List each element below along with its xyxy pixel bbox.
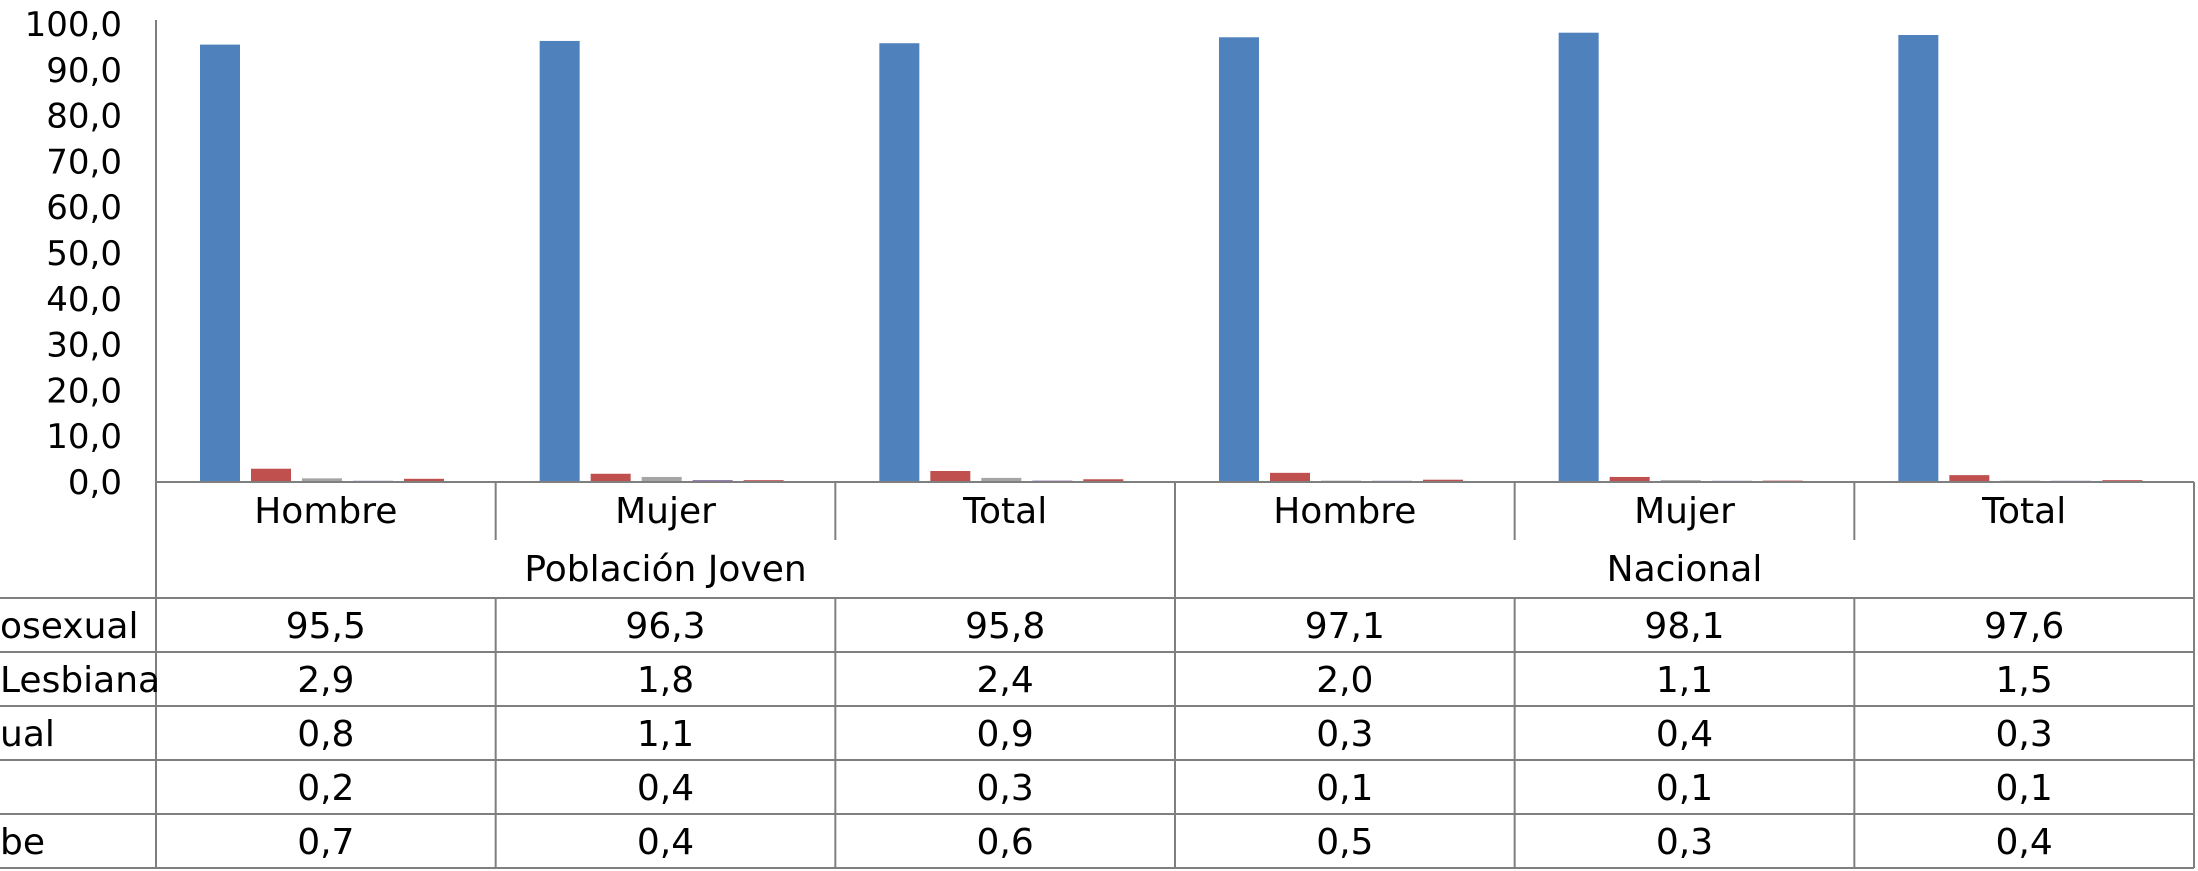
data-label: 2,0 bbox=[1316, 660, 1373, 701]
data-label: 0,4 bbox=[637, 822, 694, 863]
data-label: 0,6 bbox=[977, 822, 1034, 863]
group-label: Población Joven bbox=[524, 549, 806, 590]
category-label: Total bbox=[962, 491, 1047, 532]
data-label: 0,3 bbox=[1316, 714, 1373, 755]
bar-series-1-0 bbox=[251, 468, 291, 482]
category-label: Total bbox=[1981, 491, 2066, 532]
data-label: 0,4 bbox=[637, 768, 694, 809]
group-label: Nacional bbox=[1607, 549, 1763, 590]
data-label: 0,7 bbox=[297, 822, 354, 863]
bar-series-4-3 bbox=[1423, 479, 1463, 482]
data-label: 0,2 bbox=[297, 768, 354, 809]
y-tick-label: 0,0 bbox=[68, 463, 122, 503]
y-tick-label: 50,0 bbox=[46, 234, 122, 274]
data-label: 1,8 bbox=[637, 660, 694, 701]
bar-series-2-0 bbox=[302, 478, 342, 482]
category-label: Hombre bbox=[254, 491, 397, 532]
y-tick-label: 40,0 bbox=[46, 280, 122, 320]
category-label: Hombre bbox=[1273, 491, 1416, 532]
bar-series-0-3 bbox=[1219, 37, 1259, 482]
bar-series-1-5 bbox=[1949, 475, 1990, 482]
y-tick-label: 30,0 bbox=[46, 326, 122, 366]
data-label: 0,1 bbox=[1656, 768, 1713, 809]
y-tick-label: 100,0 bbox=[25, 5, 122, 45]
category-label: Mujer bbox=[1634, 491, 1735, 532]
bar-series-0-4 bbox=[1558, 32, 1599, 483]
data-label: 2,9 bbox=[297, 660, 354, 701]
data-label: 0,4 bbox=[1996, 822, 2053, 863]
y-tick-label: 20,0 bbox=[46, 371, 122, 411]
data-label: 0,8 bbox=[297, 714, 354, 755]
y-tick-label: 60,0 bbox=[46, 188, 122, 228]
data-label: 1,1 bbox=[637, 714, 694, 755]
data-label: 0,3 bbox=[1656, 822, 1713, 863]
data-label: 0,3 bbox=[1996, 714, 2053, 755]
y-tick-label: 10,0 bbox=[46, 417, 122, 457]
bar-series-2-1 bbox=[641, 476, 682, 482]
bar-series-1-2 bbox=[930, 471, 971, 482]
data-label: 0,1 bbox=[1996, 768, 2053, 809]
bar-series-0-2 bbox=[879, 43, 920, 483]
data-label: 2,4 bbox=[977, 660, 1034, 701]
bar-series-0-0 bbox=[200, 44, 240, 483]
data-label: 1,1 bbox=[1656, 660, 1713, 701]
bar-series-1-4 bbox=[1609, 476, 1650, 482]
bar-series-4-2 bbox=[1083, 479, 1124, 482]
data-label: 97,1 bbox=[1305, 606, 1385, 647]
data-label: 0,5 bbox=[1316, 822, 1373, 863]
data-label: 98,1 bbox=[1644, 606, 1724, 647]
data-label: 1,5 bbox=[1996, 660, 2053, 701]
bar-series-0-5 bbox=[1898, 34, 1939, 482]
data-label: 97,6 bbox=[1984, 606, 2064, 647]
bar-series-0-1 bbox=[539, 40, 580, 483]
data-label: 95,8 bbox=[965, 606, 1045, 647]
bar-series-2-2 bbox=[981, 477, 1022, 482]
series-label: ual bbox=[0, 714, 55, 755]
series-label: Lesbiana bbox=[0, 660, 160, 701]
bar-series-4-0 bbox=[404, 478, 444, 482]
data-label: 0,9 bbox=[977, 714, 1034, 755]
bar-series-1-1 bbox=[590, 473, 631, 482]
data-label: 0,4 bbox=[1656, 714, 1713, 755]
data-label: 0,1 bbox=[1316, 768, 1373, 809]
bar-series-1-3 bbox=[1270, 472, 1310, 482]
series-label: osexual bbox=[0, 606, 138, 647]
series-label: be bbox=[0, 822, 45, 863]
y-tick-label: 70,0 bbox=[46, 142, 122, 182]
data-label: 96,3 bbox=[625, 606, 705, 647]
data-label: 0,3 bbox=[977, 768, 1034, 809]
data-label: 95,5 bbox=[286, 606, 366, 647]
y-tick-label: 80,0 bbox=[46, 97, 122, 137]
y-tick-label: 90,0 bbox=[46, 51, 122, 91]
category-label: Mujer bbox=[615, 491, 716, 532]
